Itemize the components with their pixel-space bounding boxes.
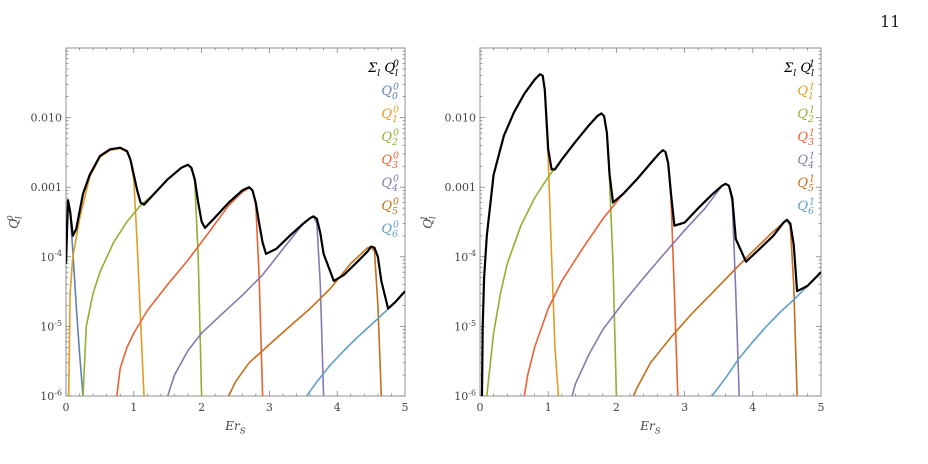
y-axis-label: Ql0 bbox=[6, 215, 25, 229]
y-tick-label: 10-5 bbox=[40, 319, 62, 334]
x-axis-label: ErS bbox=[224, 419, 246, 437]
x-tick-label: 3 bbox=[681, 401, 688, 414]
x-tick-label: 2 bbox=[198, 401, 205, 414]
x-tick-label: 2 bbox=[613, 401, 620, 414]
legend-entry: Q50 bbox=[381, 197, 399, 217]
x-axis-label: ErS bbox=[639, 419, 661, 437]
y-tick-label: 10-4 bbox=[40, 249, 62, 264]
legend-entry: Q20 bbox=[381, 128, 399, 148]
series-line-sum bbox=[66, 146, 405, 310]
plot-frame bbox=[479, 47, 822, 397]
legend-entry: Q51 bbox=[797, 174, 815, 194]
x-tick-label: 0 bbox=[63, 401, 70, 414]
x-tick-label: 5 bbox=[818, 401, 825, 414]
legend-entry: Q31 bbox=[797, 128, 815, 148]
series-line-l5 bbox=[227, 245, 383, 396]
chart-left: 10-6 10-5 10-4 0.001 0.010 0 1 2 3 4 5 ErS Ql0 Σl Ql0… bbox=[6, 47, 409, 437]
legend-entry: Q60 bbox=[381, 220, 399, 240]
legend-entry: Σl Ql1 bbox=[783, 59, 815, 79]
legend-entry: Q41 bbox=[797, 151, 815, 171]
series-line-l6 bbox=[711, 271, 821, 396]
legend-entry: Q61 bbox=[797, 197, 815, 217]
legend-entry: Q40 bbox=[381, 174, 399, 194]
legend-entry: Q00 bbox=[381, 82, 399, 102]
y-tick-label: 10-5 bbox=[454, 319, 476, 334]
legend-entry: Q30 bbox=[381, 151, 399, 171]
y-tick-label: 10-4 bbox=[454, 249, 476, 264]
x-tick-label: 3 bbox=[266, 401, 273, 414]
plot-frame bbox=[65, 47, 406, 397]
x-tick-label: 1 bbox=[545, 401, 552, 414]
legend-entry: Q11 bbox=[797, 82, 815, 102]
x-tick-label: 0 bbox=[477, 401, 484, 414]
series-line-l3 bbox=[523, 149, 679, 396]
x-tick-label: 4 bbox=[334, 401, 341, 414]
y-tick-label: 0.010 bbox=[445, 112, 477, 125]
y-tick-label: 0.010 bbox=[31, 112, 63, 125]
legend: Σl Ql0 Q00 Q10 Q20 Q30 Q40 Q50 Q60 bbox=[367, 59, 399, 240]
legend: Σl Ql1 Q11 Q21 Q31 Q41 Q51 Q61 bbox=[783, 59, 815, 217]
y-axis-label: Ql1 bbox=[420, 215, 439, 229]
x-tick-label: 5 bbox=[402, 401, 409, 414]
series-line-sum bbox=[480, 73, 821, 396]
y-tick-label: 10-6 bbox=[40, 388, 62, 403]
y-tick-label: 0.001 bbox=[31, 181, 63, 194]
legend-entry: Σl Ql0 bbox=[367, 59, 399, 79]
x-tick-label: 4 bbox=[749, 401, 756, 414]
y-tick-label: 0.001 bbox=[445, 181, 477, 194]
series-line-l4 bbox=[166, 215, 325, 396]
x-tick-label: 1 bbox=[130, 401, 137, 414]
page-number: 11 bbox=[880, 12, 901, 31]
chart-right: 10-6 10-5 10-4 0.001 0.010 0 1 2 3 4 5 ErS Ql1 Σl Ql1… bbox=[420, 47, 825, 437]
y-tick-label: 10-6 bbox=[454, 388, 476, 403]
legend-entry: Q21 bbox=[797, 105, 815, 125]
series-line-l5 bbox=[632, 219, 798, 396]
legend-entry: Q10 bbox=[381, 105, 399, 125]
